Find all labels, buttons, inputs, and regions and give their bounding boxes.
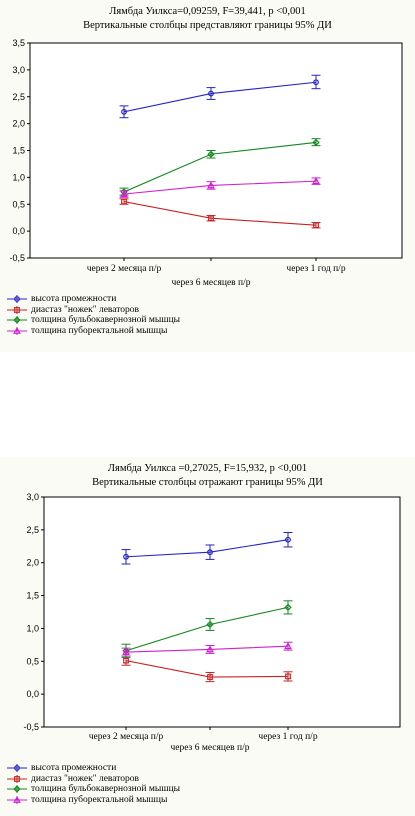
data-point bbox=[285, 536, 291, 543]
series-3 bbox=[121, 600, 293, 658]
data-point bbox=[206, 645, 214, 653]
legend-marker bbox=[13, 327, 21, 334]
y-tick-label: 1,0 bbox=[12, 172, 25, 182]
data-point bbox=[207, 674, 213, 680]
legend-swatch bbox=[6, 305, 28, 315]
data-point bbox=[313, 222, 319, 229]
data-point bbox=[123, 553, 129, 560]
data-point bbox=[313, 79, 319, 86]
y-tick-label: 1,0 bbox=[26, 623, 39, 633]
data-point bbox=[208, 90, 214, 97]
data-point bbox=[207, 150, 215, 158]
y-tick-label: 2,0 bbox=[12, 119, 25, 129]
legend-label: толщина пуборектальной мышцы bbox=[31, 794, 168, 805]
legend-marker bbox=[13, 796, 21, 803]
legend-label: диастаз "ножек" леваторов bbox=[31, 773, 140, 784]
y-tick-label: 3,0 bbox=[26, 492, 39, 502]
data-point bbox=[120, 189, 128, 197]
chart-subtitle: Вертикальные столбцы представляют границ… bbox=[83, 20, 332, 31]
data-point bbox=[121, 108, 127, 115]
data-point bbox=[208, 215, 214, 222]
legend-label: диастаз "ножек" леваторов bbox=[31, 304, 140, 315]
y-tick-label: 3,0 bbox=[12, 65, 25, 75]
data-point bbox=[284, 642, 292, 650]
data-point bbox=[207, 549, 213, 556]
legend-marker bbox=[14, 765, 20, 772]
legend-item: толщина пуборектальной мышцы bbox=[6, 795, 180, 806]
y-tick-label: 0,0 bbox=[26, 689, 39, 699]
series-4 bbox=[121, 641, 293, 657]
data-point bbox=[123, 657, 129, 664]
legend-swatch bbox=[6, 315, 28, 325]
y-tick-label: 0,5 bbox=[26, 656, 39, 666]
chart-legend-bottom: высота промежности диастаз "ножек" левато… bbox=[6, 763, 180, 805]
legend-item: диастаз "ножек" леваторов bbox=[6, 305, 180, 316]
x-tick-label: через 1 год п/р bbox=[286, 264, 345, 274]
data-point bbox=[284, 603, 292, 612]
legend-label: высота промежности bbox=[31, 294, 117, 304]
chart-plot-bottom: -0,5 0,0 0,5 1,0 1,5 2,0 2,5 3,0 через 2 месяца … bbox=[23, 492, 401, 753]
data-point bbox=[285, 673, 291, 680]
legend-marker bbox=[13, 316, 21, 325]
legend-marker bbox=[13, 785, 21, 794]
plot-area bbox=[43, 496, 401, 728]
legend-marker bbox=[14, 306, 20, 313]
y-tick-label: 0,0 bbox=[12, 226, 25, 236]
y-tick-label: 2,5 bbox=[26, 525, 39, 535]
y-tick-label: -0,5 bbox=[9, 253, 25, 263]
y-tick-label: 2,0 bbox=[26, 558, 39, 568]
legend-swatch bbox=[6, 326, 28, 336]
data-point bbox=[207, 181, 215, 189]
x-tick-label: через 6 месяцев п/р bbox=[171, 278, 250, 288]
data-point bbox=[121, 198, 127, 205]
x-tick-label: через 1 год п/р bbox=[258, 732, 317, 742]
legend-label: толщина бульбокавернозной мышцы bbox=[31, 784, 181, 795]
legend-swatch bbox=[6, 774, 28, 784]
legend-item: толщина пуборектальной мышцы bbox=[6, 326, 180, 337]
legend-swatch bbox=[6, 763, 28, 773]
legend-item: толщина бульбокавернозной мышцы bbox=[6, 784, 180, 795]
legend-label: толщина бульбокавернозной мышцы bbox=[31, 315, 181, 326]
chart-title: Лямбда Уилкса=0,09259, F=39,441, p <0,00… bbox=[109, 6, 306, 17]
chart-legend-top: высота промежности диастаз "ножек" левато… bbox=[6, 294, 180, 336]
legend-swatch bbox=[6, 784, 28, 794]
y-tick-label: -0,5 bbox=[23, 722, 39, 732]
plot-area bbox=[29, 42, 403, 259]
legend-item: высота промежности bbox=[6, 763, 180, 774]
chart-panel-top: Лямбда Уилкса=0,09259, F=39,441, p <0,00… bbox=[0, 0, 415, 352]
chart-panel-bottom: Лямбда Уилкса =0,27025, F=15,932, p <0,0… bbox=[0, 457, 415, 816]
series-1 bbox=[121, 531, 293, 565]
y-tick-label: 3,5 bbox=[12, 38, 25, 48]
y-tick-label: 0,5 bbox=[12, 199, 25, 209]
x-tick-label: через 2 месяца п/р bbox=[89, 732, 164, 742]
x-tick-label: через 2 месяца п/р bbox=[87, 264, 162, 274]
legend-marker bbox=[14, 775, 20, 782]
legend-label: толщина пуборектальной мышцы bbox=[31, 325, 168, 336]
data-point bbox=[206, 620, 214, 629]
series-1 bbox=[119, 74, 321, 119]
legend-item: высота промежности bbox=[6, 294, 180, 305]
legend-item: толщина бульбокавернозной мышцы bbox=[6, 315, 180, 326]
y-tick-label: 1,5 bbox=[12, 146, 25, 156]
y-tick-label: 2,5 bbox=[12, 92, 25, 102]
legend-item: диастаз "ножек" леваторов bbox=[6, 774, 180, 785]
legend-label: высота промежности bbox=[31, 763, 117, 773]
x-tick-label: через 6 месяцев п/р bbox=[170, 743, 249, 753]
legend-swatch bbox=[6, 795, 28, 805]
chart-plot-top: -0,5 0,0 0,5 1,0 1,5 2,0 2,5 3,0 3,5 через 2 меся… bbox=[9, 38, 403, 288]
chart-subtitle: Вертикальные столбцы отражают границы 95… bbox=[92, 477, 323, 488]
y-tick-label: 1,5 bbox=[26, 591, 39, 601]
chart-title: Лямбда Уилкса =0,27025, F=15,932, p <0,0… bbox=[107, 463, 308, 474]
series-2 bbox=[119, 198, 321, 229]
series-4 bbox=[119, 177, 321, 198]
data-point bbox=[312, 177, 320, 185]
data-point bbox=[312, 138, 320, 147]
data-point bbox=[122, 648, 130, 655]
legend-marker bbox=[14, 296, 20, 303]
legend-swatch bbox=[6, 294, 28, 304]
